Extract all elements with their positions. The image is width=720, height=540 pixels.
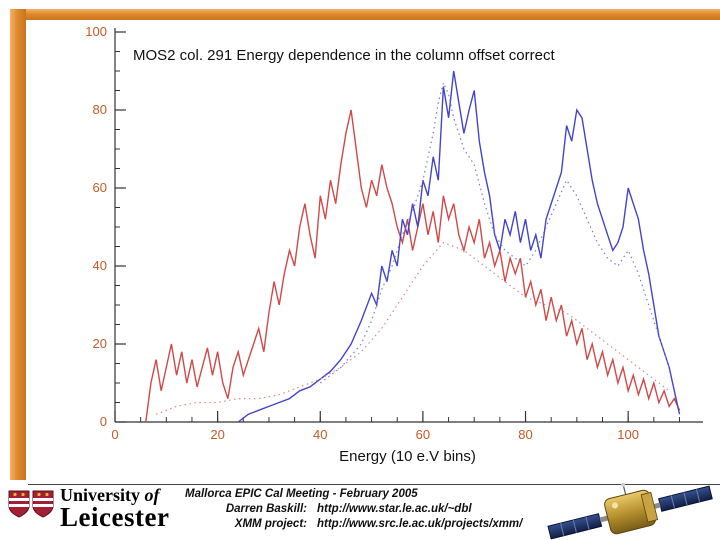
x-tick-label: 0	[111, 427, 118, 442]
x-tick-label: 60	[416, 427, 430, 442]
series-red-dotted	[155, 241, 670, 415]
xmm-satellite-image	[547, 482, 713, 540]
y-tick-label: 20	[93, 336, 107, 351]
crest-shield-icon	[32, 490, 54, 518]
footer-divider	[28, 484, 720, 485]
y-tick-label: 60	[93, 180, 107, 195]
y-tick-label: 80	[93, 102, 107, 117]
series-blue-solid	[237, 70, 681, 423]
slide-footer: University of Leicester Mallorca EPIC Ca…	[0, 480, 720, 540]
footer-credits: Mallorca EPIC Cal Meeting - February 200…	[185, 487, 522, 532]
slide-border-left	[10, 9, 26, 481]
university-logo: University of Leicester	[8, 486, 169, 531]
credit-label: Darren Baskill:	[225, 503, 307, 515]
credits-heading: Mallorca EPIC Cal Meeting - February 200…	[185, 488, 418, 500]
y-tick-label: 40	[93, 258, 107, 273]
credit-url: http://www.src.le.ac.uk/projects/xmm/	[317, 518, 523, 530]
x-tick-label: 100	[617, 427, 639, 442]
x-axis-label: Energy (10 e.V bins)	[339, 448, 476, 465]
credits-row-author: Darren Baskill: http://www.star.le.ac.uk…	[185, 502, 522, 517]
chart-title: MOS2 col. 291 Energy dependence in the c…	[133, 47, 555, 64]
university-crest-icon	[8, 490, 54, 518]
series-red-solid	[145, 109, 681, 423]
energy-dependence-line-chart: 0 20 40 60 80 100 0 20 40 60 80 100	[85, 24, 703, 442]
x-tick-label: 40	[313, 427, 327, 442]
y-tick-label: 0	[100, 414, 107, 429]
x-tick-label: 80	[518, 427, 532, 442]
university-wordmark: University of Leicester	[60, 486, 169, 531]
slide-border-top	[10, 9, 720, 20]
crest-shield-icon	[8, 490, 30, 518]
credits-row-project: XMM project: http://www.src.le.ac.uk/pro…	[185, 517, 523, 532]
university-wordmark-line2: Leicester	[60, 502, 170, 532]
x-tick-label: 20	[210, 427, 224, 442]
y-tick-label: 100	[85, 24, 107, 39]
credit-url: http://www.star.le.ac.uk/~dbl	[317, 503, 472, 515]
series-blue-dotted	[319, 80, 670, 384]
university-wordmark-line1: University of	[60, 485, 160, 505]
credit-label: XMM project:	[234, 518, 307, 530]
